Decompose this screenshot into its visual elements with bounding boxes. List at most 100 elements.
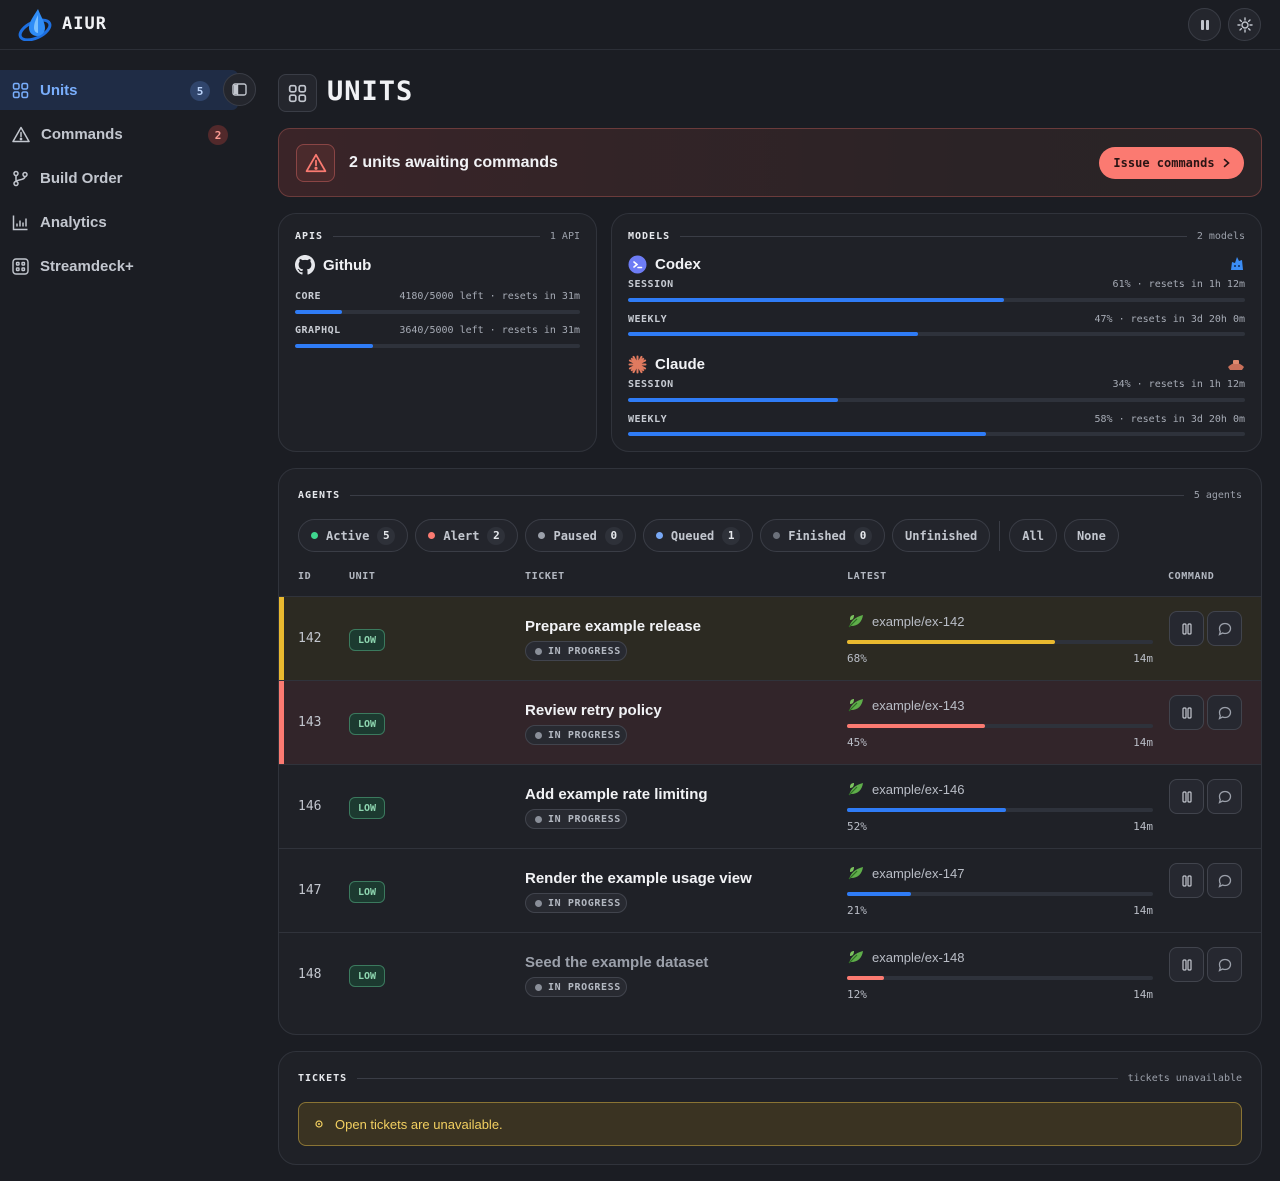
filter-label: Paused xyxy=(553,528,597,543)
core-meter-bar xyxy=(295,310,580,314)
sidebar-item-analytics[interactable]: Analytics xyxy=(0,202,238,242)
issue-commands-button[interactable]: Issue commands xyxy=(1099,147,1244,179)
message-agent-button[interactable] xyxy=(1207,779,1242,814)
agent-row[interactable]: 143 LOW Review retry policy IN PROGRESS exam… xyxy=(279,680,1261,764)
branch-link[interactable]: example/ex-146 xyxy=(847,781,965,797)
filter-alert[interactable]: Alert 2 xyxy=(415,519,519,552)
branch-link[interactable]: example/ex-148 xyxy=(847,949,965,965)
filter-label: Queued xyxy=(670,528,715,543)
claude-model: Claude xyxy=(628,355,705,374)
agent-id: 148 xyxy=(298,967,322,982)
agent-row[interactable]: 146 LOW Add example rate limiting IN PROGRE… xyxy=(279,764,1261,848)
models-card-header: MODELS 2 models xyxy=(628,230,1245,242)
sun-icon xyxy=(1236,16,1253,33)
leaf-icon xyxy=(848,699,863,712)
codex-session-value: 61% · resets in 1h 12m xyxy=(1112,279,1245,290)
status-dot xyxy=(655,532,663,539)
pause-icon xyxy=(1181,874,1192,887)
status-dot xyxy=(535,899,542,907)
branch-link[interactable]: example/ex-142 xyxy=(847,613,965,629)
status-badge: IN PROGRESS xyxy=(525,641,627,661)
top-bar: AIUR xyxy=(0,0,1280,50)
pause-agent-button[interactable] xyxy=(1169,947,1204,982)
sidebar-item-units[interactable]: Units 5 xyxy=(0,70,238,110)
progress-percent: 68% xyxy=(847,652,867,665)
progress-bar xyxy=(847,976,1153,980)
ticket-title[interactable]: Review retry policy xyxy=(525,702,662,719)
progress-bar xyxy=(847,892,1153,896)
unit-badge: LOW xyxy=(349,881,385,903)
message-agent-button[interactable] xyxy=(1207,863,1242,898)
branch-link[interactable]: example/ex-143 xyxy=(847,697,965,713)
models-count: 2 models xyxy=(1196,230,1245,242)
codex-model: Codex xyxy=(628,255,701,274)
filter-all[interactable]: All xyxy=(1009,519,1057,552)
alert-icon-box xyxy=(296,144,335,182)
filter-count: 2 xyxy=(487,526,506,545)
filter-active[interactable]: Active 5 xyxy=(298,519,409,552)
collapse-sidebar-button[interactable] xyxy=(223,73,256,106)
pause-agent-button[interactable] xyxy=(1169,611,1204,646)
github-service: Github xyxy=(295,255,371,275)
filter-unfinished[interactable]: Unfinished xyxy=(892,519,991,552)
tickets-label: TICKETS xyxy=(298,1072,348,1084)
claude-weekly-key: WEEKLY xyxy=(628,414,668,425)
message-agent-button[interactable] xyxy=(1207,611,1242,646)
sidebar-item-build-order[interactable]: Build Order xyxy=(0,158,238,198)
ticket-title[interactable]: Prepare example release xyxy=(525,618,701,635)
filter-queued[interactable]: Queued 1 xyxy=(642,519,754,552)
models-card: MODELS 2 models Codex SESSION 61% · rese… xyxy=(611,213,1262,452)
sidebar-item-commands[interactable]: Commands 2 xyxy=(0,114,238,154)
status-dot xyxy=(535,983,542,991)
pause-agent-button[interactable] xyxy=(1169,695,1204,730)
chat-bubble-icon xyxy=(1217,958,1231,972)
ticket-title[interactable]: Render the example usage view xyxy=(525,870,752,887)
status-label: IN PROGRESS xyxy=(548,645,621,657)
claude-model-name: Claude xyxy=(655,356,706,373)
message-agent-button[interactable] xyxy=(1207,695,1242,730)
tickets-card-header: TICKETS tickets unavailable xyxy=(298,1072,1242,1084)
warning-icon xyxy=(12,126,30,142)
branch-icon xyxy=(13,170,28,186)
filter-finished[interactable]: Finished 0 xyxy=(760,519,885,552)
tickets-warning: Open tickets are unavailable. xyxy=(298,1102,1242,1146)
message-agent-button[interactable] xyxy=(1207,947,1242,982)
agent-row[interactable]: 147 LOW Render the example usage view IN PR… xyxy=(279,848,1261,932)
filter-paused[interactable]: Paused 0 xyxy=(525,519,636,552)
column-header-id[interactable]: ID xyxy=(298,571,312,582)
bar-chart-icon xyxy=(12,215,28,230)
column-header-ticket[interactable]: TICKET xyxy=(525,571,565,582)
ticket-title[interactable]: Seed the example dataset xyxy=(525,954,709,971)
ticket-title[interactable]: Add example rate limiting xyxy=(525,786,708,803)
sidebar-item-label: Build Order xyxy=(40,169,123,187)
brand[interactable]: AIUR xyxy=(16,7,107,41)
pause-icon xyxy=(1181,790,1192,803)
agent-row[interactable]: 148 LOW Seed the example dataset IN PROGRES… xyxy=(279,932,1261,1016)
agent-row[interactable]: 142 LOW Prepare example release IN PROGRESS… xyxy=(279,596,1261,680)
unit-badge: LOW xyxy=(349,965,385,987)
pause-all-button[interactable] xyxy=(1188,8,1221,41)
alert-text: 2 units awaiting commands xyxy=(349,154,558,171)
column-header-command[interactable]: COMMAND xyxy=(1168,571,1215,582)
claude-weekly-value: 58% · resets in 3d 20h 0m xyxy=(1094,414,1245,425)
branch-name: example/ex-143 xyxy=(872,697,965,713)
column-header-latest[interactable]: LATEST xyxy=(847,571,887,582)
codex-session-row: SESSION 61% · resets in 1h 12m xyxy=(628,279,1245,290)
app-name: AIUR xyxy=(62,14,107,34)
keypad-icon xyxy=(12,257,29,275)
status-label: IN PROGRESS xyxy=(548,981,621,993)
claude-icon xyxy=(628,355,647,374)
sidebar-item-label: Streamdeck+ xyxy=(40,257,134,275)
column-header-unit[interactable]: UNIT xyxy=(349,571,376,582)
filter-count: 5 xyxy=(377,526,396,545)
theme-toggle-button[interactable] xyxy=(1228,8,1261,41)
pause-agent-button[interactable] xyxy=(1169,863,1204,898)
filter-none[interactable]: None xyxy=(1063,519,1119,552)
sidebar-item-streamdeck[interactable]: Streamdeck+ xyxy=(0,246,238,286)
unit-badge: LOW xyxy=(349,797,385,819)
pause-agent-button[interactable] xyxy=(1169,779,1204,814)
claude-mascot-icon xyxy=(1228,360,1244,370)
apis-card-header: APIS 1 API xyxy=(295,230,580,242)
chat-bubble-icon xyxy=(1217,622,1231,636)
branch-link[interactable]: example/ex-147 xyxy=(847,865,965,881)
